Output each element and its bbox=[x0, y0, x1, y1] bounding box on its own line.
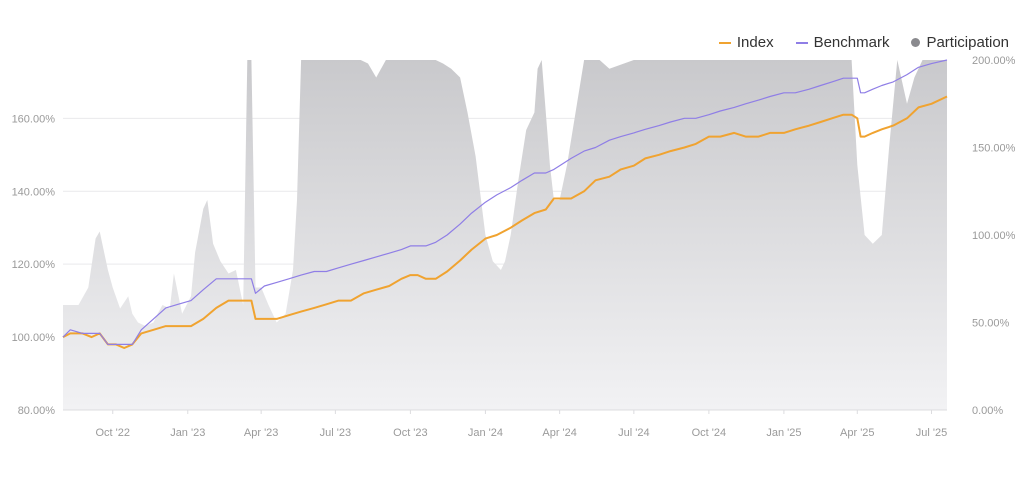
x-tick-label: Jan '23 bbox=[170, 427, 205, 439]
legend-swatch-benchmark bbox=[795, 41, 808, 44]
index-line bbox=[62, 95, 948, 349]
y-right-tick-label: 150.00% bbox=[972, 143, 1016, 155]
x-tick-label: Jul '25 bbox=[916, 427, 947, 439]
x-tick-label: Apr '23 bbox=[244, 427, 279, 439]
y-right-tick-label: 100.00% bbox=[972, 230, 1016, 242]
x-tick-label: Apr '24 bbox=[542, 427, 577, 439]
x-tick-label: Jul '24 bbox=[618, 427, 649, 439]
y-left-tick-label: 100.00% bbox=[12, 332, 56, 344]
y-right-tick-label: 200.00% bbox=[972, 55, 1016, 67]
x-tick-label: Jul '23 bbox=[320, 427, 351, 439]
y-left-tick-label: 160.00% bbox=[12, 113, 56, 125]
x-tick-label: Oct '22 bbox=[95, 427, 130, 439]
y-left-tick-label: 120.00% bbox=[12, 259, 56, 271]
x-tick-label: Oct '24 bbox=[692, 427, 727, 439]
legend-item-index[interactable]: Index bbox=[718, 34, 774, 51]
legend-swatch-participation bbox=[911, 38, 921, 47]
x-tick-label: Jan '25 bbox=[766, 427, 801, 439]
chart-legend: Index Benchmark Participation bbox=[718, 34, 1009, 51]
x-tick-label: Jan '24 bbox=[468, 427, 503, 439]
legend-label-index: Index bbox=[736, 34, 774, 51]
legend-item-benchmark[interactable]: Benchmark bbox=[795, 34, 890, 51]
y-left-tick-label: 80.00% bbox=[18, 405, 56, 417]
y-left-tick-label: 140.00% bbox=[12, 186, 56, 198]
legend-item-participation[interactable]: Participation bbox=[911, 34, 1009, 51]
y-right-tick-label: 0.00% bbox=[972, 405, 1003, 417]
benchmark-line bbox=[62, 59, 948, 345]
legend-label-participation: Participation bbox=[926, 34, 1009, 51]
x-tick-label: Oct '23 bbox=[393, 427, 428, 439]
x-tick-label: Apr '25 bbox=[840, 427, 875, 439]
legend-label-benchmark: Benchmark bbox=[813, 34, 890, 51]
legend-swatch-index bbox=[718, 41, 731, 44]
participation-area bbox=[63, 60, 947, 410]
y-right-tick-label: 50.00% bbox=[972, 318, 1010, 330]
